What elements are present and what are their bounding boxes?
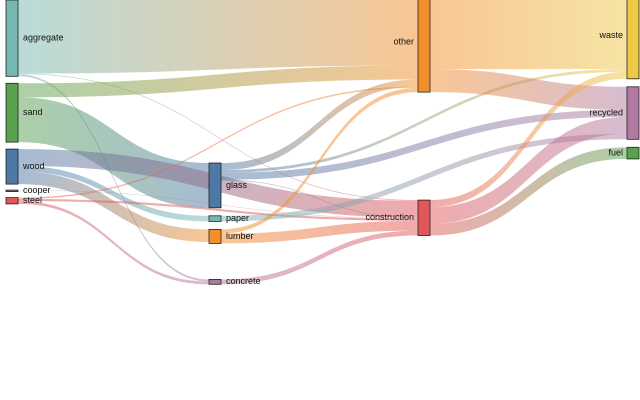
node-label-wood: wood	[22, 161, 45, 171]
node-glass[interactable]	[208, 162, 222, 209]
link-steel-to-concrete[interactable]	[18, 201, 209, 285]
node-construction[interactable]	[417, 199, 431, 236]
node-label-construction: construction	[365, 212, 414, 222]
node-lumber[interactable]	[208, 228, 222, 244]
node-label-cooper: cooper	[23, 185, 51, 195]
node-label-fuel: fuel	[608, 147, 623, 157]
node-sand[interactable]	[5, 82, 19, 143]
link-concrete-to-construction[interactable]	[221, 230, 418, 285]
link-glass-to-construction[interactable]	[221, 179, 418, 219]
link-lumber-to-other[interactable]	[221, 87, 418, 234]
node-label-aggregate: aggregate	[23, 33, 64, 43]
link-glass-to-waste[interactable]	[221, 69, 627, 173]
nodes-group	[5, 0, 640, 285]
link-other-to-waste[interactable]	[430, 0, 627, 70]
node-label-other: other	[393, 36, 414, 46]
node-label-recycled: recycled	[589, 107, 623, 117]
link-construction-to-recycled[interactable]	[430, 116, 627, 224]
node-cooper[interactable]	[5, 189, 19, 193]
node-recycled[interactable]	[626, 86, 640, 140]
node-label-glass: glass	[226, 180, 248, 190]
link-glass-to-recycled[interactable]	[221, 109, 627, 180]
node-label-concrete: concrete	[226, 276, 261, 286]
link-lumber-to-construction[interactable]	[221, 220, 418, 244]
node-label-paper: paper	[226, 213, 249, 223]
node-paper[interactable]	[208, 215, 222, 222]
link-aggregate-to-construction[interactable]	[18, 73, 418, 201]
link-construction-to-fuel[interactable]	[430, 147, 627, 236]
link-aggregate-to-concrete[interactable]	[18, 74, 209, 282]
link-steel-to-other[interactable]	[18, 86, 418, 200]
link-wood-to-lumber[interactable]	[18, 171, 209, 243]
node-fuel[interactable]	[626, 146, 640, 160]
node-concrete[interactable]	[208, 278, 222, 285]
node-steel[interactable]	[5, 197, 19, 205]
node-label-waste: waste	[598, 30, 623, 40]
node-other[interactable]	[417, 0, 431, 93]
link-sand-to-other[interactable]	[18, 65, 418, 98]
links-group	[18, 0, 627, 285]
node-wood[interactable]	[5, 148, 19, 185]
node-aggregate[interactable]	[5, 0, 19, 77]
node-label-steel: steel	[23, 195, 42, 205]
link-paper-to-recycled[interactable]	[221, 133, 627, 222]
node-waste[interactable]	[626, 0, 640, 80]
link-steel-to-construction[interactable]	[18, 199, 418, 221]
link-glass-to-other[interactable]	[221, 79, 418, 171]
link-other-to-recycled[interactable]	[430, 69, 627, 110]
link-wood-to-paper[interactable]	[18, 165, 209, 222]
node-label-lumber: lumber	[226, 231, 254, 241]
node-label-sand: sand	[23, 107, 43, 117]
link-construction-to-waste[interactable]	[430, 71, 627, 208]
link-aggregate-to-other[interactable]	[18, 0, 418, 74]
link-sand-to-glass[interactable]	[18, 97, 209, 208]
